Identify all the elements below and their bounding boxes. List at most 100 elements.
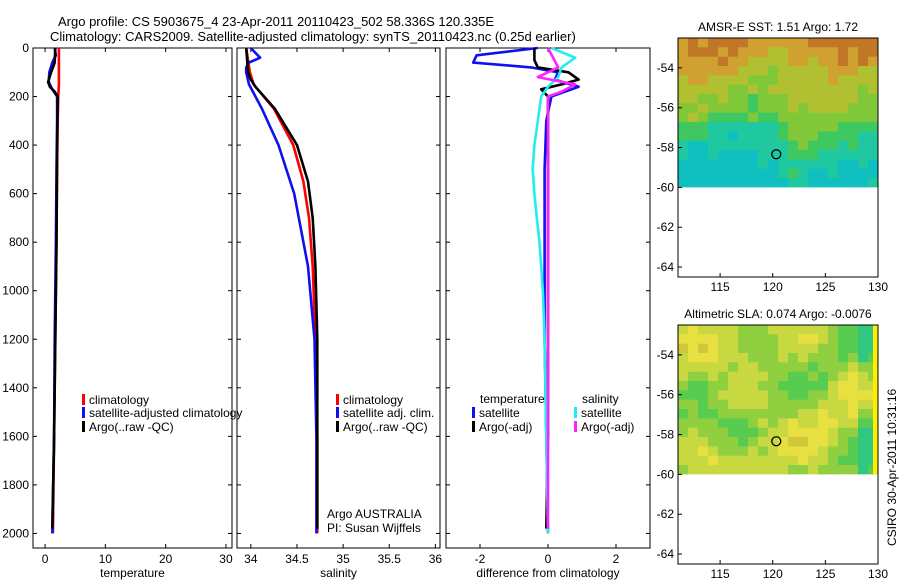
sla-map-cell [688, 362, 699, 373]
sla-map-cell [678, 399, 689, 410]
sla-map-title: Altimetric SLA: 0.074 Argo: -0.0076 [684, 307, 872, 321]
sst-map-cell [678, 56, 689, 67]
sla-map-cell [698, 427, 709, 438]
sla-map-cell [698, 362, 709, 373]
sla-map-lat-label: -58 [657, 428, 675, 442]
sst-map-cell [808, 84, 819, 95]
sla-map-cell [838, 418, 849, 429]
sla-map-cell [838, 455, 849, 466]
sst-map-cell [858, 140, 869, 151]
sla-map-cell [858, 427, 869, 438]
sla-map-lon-label: 115 [711, 567, 730, 580]
sst-map-cell [778, 131, 789, 142]
sla-map-cell [858, 455, 869, 466]
sal-legend-argo: Argo(..raw -QC) [343, 420, 428, 434]
sla-map-cell [678, 362, 689, 373]
sla-map-cell [688, 343, 699, 354]
sst-map-cell [798, 159, 809, 170]
sst-map-cell [698, 168, 709, 179]
sst-map-cell [678, 94, 689, 104]
sla-map-cell [768, 418, 779, 429]
sst-map-cell [678, 84, 689, 95]
diff-legend-sal-argo: Argo(-adj) [581, 420, 634, 434]
sst-map-cell [868, 159, 878, 170]
sst-map-cell [798, 112, 809, 123]
sla-map-cell [758, 427, 769, 438]
sla-map-cell [838, 437, 849, 447]
sla-map-cell [838, 409, 849, 419]
sst-map-cell [748, 38, 759, 48]
sst-map-cell [698, 178, 709, 188]
sst-map-cell [848, 84, 859, 95]
sla-map-lat-label: -62 [657, 507, 675, 521]
sla-map-cell [848, 325, 859, 335]
sla-map-cell [778, 455, 789, 466]
diff-legend-sal-argo-swatch [574, 421, 577, 432]
sst-map-cell [748, 66, 759, 76]
sla-map-cell [708, 334, 719, 345]
sst-map-cell [758, 38, 769, 48]
sla-map-cell [708, 418, 719, 429]
sla-map-cell [738, 381, 749, 391]
sst-map-cell [698, 66, 709, 76]
sla-map: -54 -56 -58 -60 -62 -64 115 120 125 130 Altimetric… [657, 307, 889, 580]
sla-map-cell [788, 437, 799, 447]
sla-map-cell [848, 381, 859, 391]
sla-map-cell [818, 427, 829, 438]
sla-map-cell [698, 399, 709, 410]
sst-map-cell [808, 150, 819, 160]
sla-map-cell [848, 427, 859, 438]
sla-map-cell [808, 399, 819, 410]
sla-map-cell [728, 343, 739, 354]
sst-map-cell [848, 131, 859, 142]
sst-map-cell [858, 94, 869, 104]
sst-map-cell [688, 75, 699, 86]
sla-map-cell [748, 353, 759, 363]
temperature-xtick-label: 20 [159, 552, 173, 566]
sla-map-cell [698, 343, 709, 354]
sla-map-cell [748, 399, 759, 410]
sla-map-cell [748, 455, 759, 466]
sla-map-cell [778, 381, 789, 391]
sst-map-cell [738, 140, 749, 151]
sla-map-cell [718, 362, 729, 373]
sst-map-cell [738, 112, 749, 123]
sst-map-cell [798, 178, 809, 188]
sst-map-cell [818, 140, 829, 151]
sst-map-cell [728, 178, 739, 188]
sla-map-cell [848, 343, 859, 354]
sst-map-cell [858, 56, 869, 67]
sst-map-cell [798, 75, 809, 86]
sla-map-cell [768, 465, 779, 475]
sla-map-cell [788, 418, 799, 429]
sla-map-cell [738, 325, 749, 335]
sst-map-cell [738, 178, 749, 188]
sla-map-cell [778, 409, 789, 419]
sla-map-cell [788, 343, 799, 354]
sla-map-cell [688, 427, 699, 438]
diff-legend-salinity-heading: salinity [582, 392, 619, 406]
sla-map-cell [788, 427, 799, 438]
sla-map-cell [828, 427, 839, 438]
sst-map-cell [678, 150, 689, 160]
sla-map-cell [738, 343, 749, 354]
sst-map-cell [748, 56, 759, 67]
sla-map-cell [828, 362, 839, 373]
sla-map-cell [718, 390, 729, 401]
sla-map-cell [728, 437, 739, 447]
sst-map-cell [708, 66, 719, 76]
sla-map-cell [708, 371, 719, 382]
sst-map-cell [678, 75, 689, 86]
sst-map-cell [708, 56, 719, 67]
sst-map-cell [708, 75, 719, 86]
sst-map-cell [808, 103, 819, 114]
sla-map-cell [818, 399, 829, 410]
sla-map-cell [778, 437, 789, 447]
sla-map-cell [688, 455, 699, 466]
sla-map-cell [798, 418, 809, 429]
sst-map-cell [678, 66, 689, 76]
sst-map-cell [688, 56, 699, 67]
sst-map-cell [758, 112, 769, 123]
sla-map-cell [708, 381, 719, 391]
